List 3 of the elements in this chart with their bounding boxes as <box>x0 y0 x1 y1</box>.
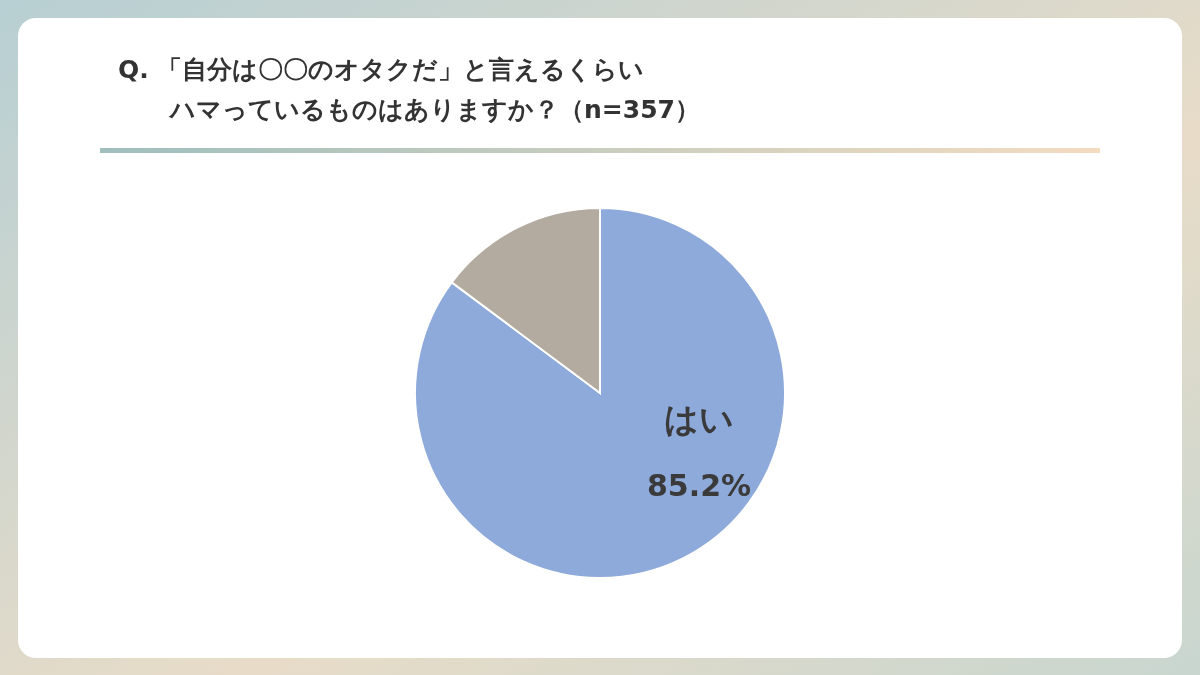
data-label: 85.2% <box>646 467 752 503</box>
slice-label: はい <box>664 398 735 439</box>
chart-title: Q. 「自分は〇〇のオタクだ」と言えるくらいハマっているものはありますか？（n=357） <box>118 55 700 124</box>
